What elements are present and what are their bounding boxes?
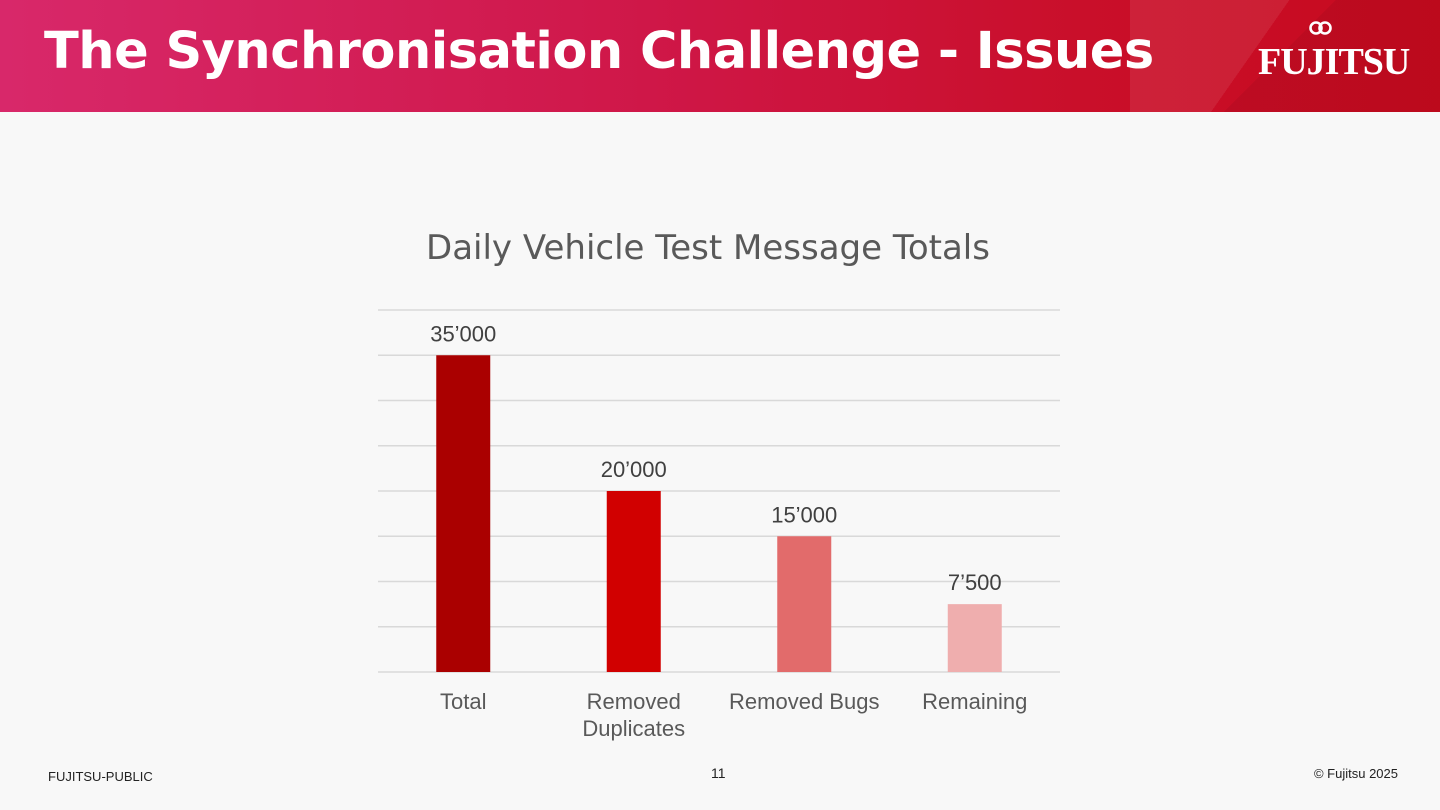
header-decoration [1130,0,1440,112]
infinity-icon [1309,21,1332,35]
header-decoration-dark [1120,0,1440,112]
page-number: 11 [711,765,726,781]
data-label: 15’000 [771,502,837,527]
chart-title: Daily Vehicle Test Message Totals [426,228,990,268]
bar [436,355,491,672]
data-label: 20’000 [601,457,667,482]
data-label: 7’500 [948,570,1002,595]
classification-label: FUJITSU-PUBLIC [48,769,153,784]
bar [947,604,1002,672]
logo-wordmark: FUJITSU [1258,41,1410,83]
data-label: 35’000 [430,321,496,346]
x-tick-label: Removed [587,689,681,714]
slide-header: The Synchronisation Challenge - Issues F… [0,0,1440,112]
fujitsu-logo: FUJITSU [1258,18,1410,90]
x-tick-label: Duplicates [582,716,685,741]
x-tick-label: Remaining [922,689,1027,714]
bar [777,536,832,672]
bar [606,491,661,672]
copyright-text: © Fujitsu 2025 [1313,766,1398,781]
slide-title: The Synchronisation Challenge - Issues [44,22,1154,81]
x-tick-label: Removed Bugs [729,689,879,714]
x-tick-label: Total [440,689,486,714]
